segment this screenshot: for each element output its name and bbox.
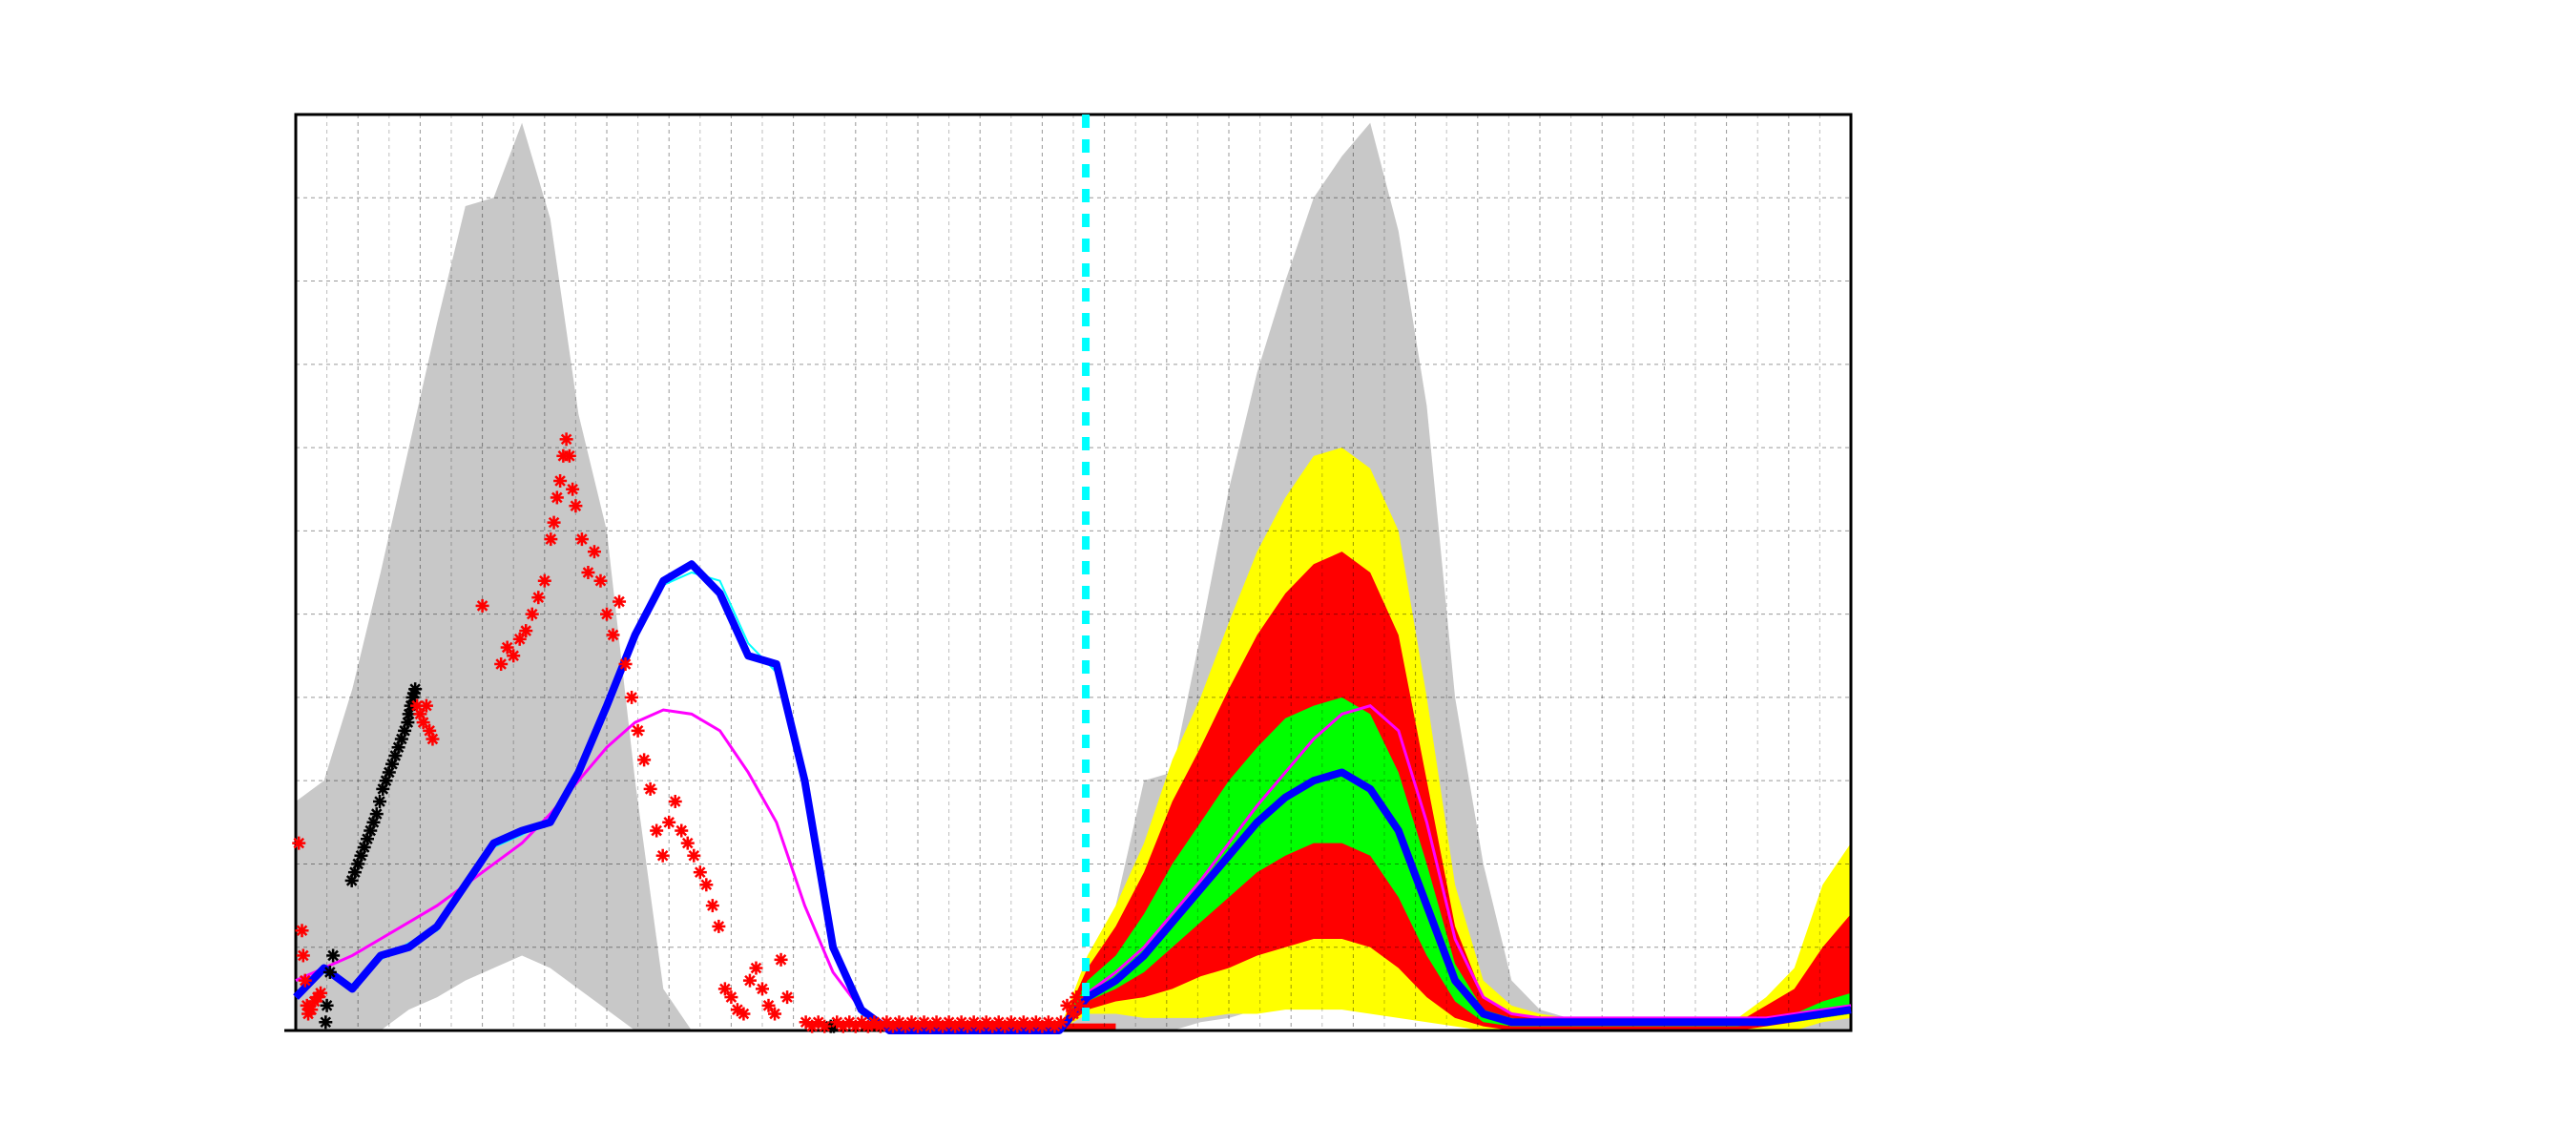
chart-container: { "title": "Lumen vesiarvo, 4400400 Liin… — [0, 0, 2576, 1145]
sat-black-marker — [408, 682, 422, 696]
sat-red-marker — [619, 657, 633, 671]
sat-red-marker — [756, 982, 769, 995]
sat-red-marker — [718, 982, 732, 995]
sat-red-marker — [563, 449, 576, 463]
sat-red-marker — [581, 566, 594, 579]
sat-black-marker — [319, 1015, 332, 1029]
sat-red-marker — [314, 987, 327, 1000]
sat-red-marker — [775, 953, 788, 967]
chart-svg — [0, 0, 2576, 1145]
sat-black-marker — [323, 966, 337, 979]
sat-black-marker — [373, 795, 386, 808]
sat-red-marker — [560, 432, 573, 446]
